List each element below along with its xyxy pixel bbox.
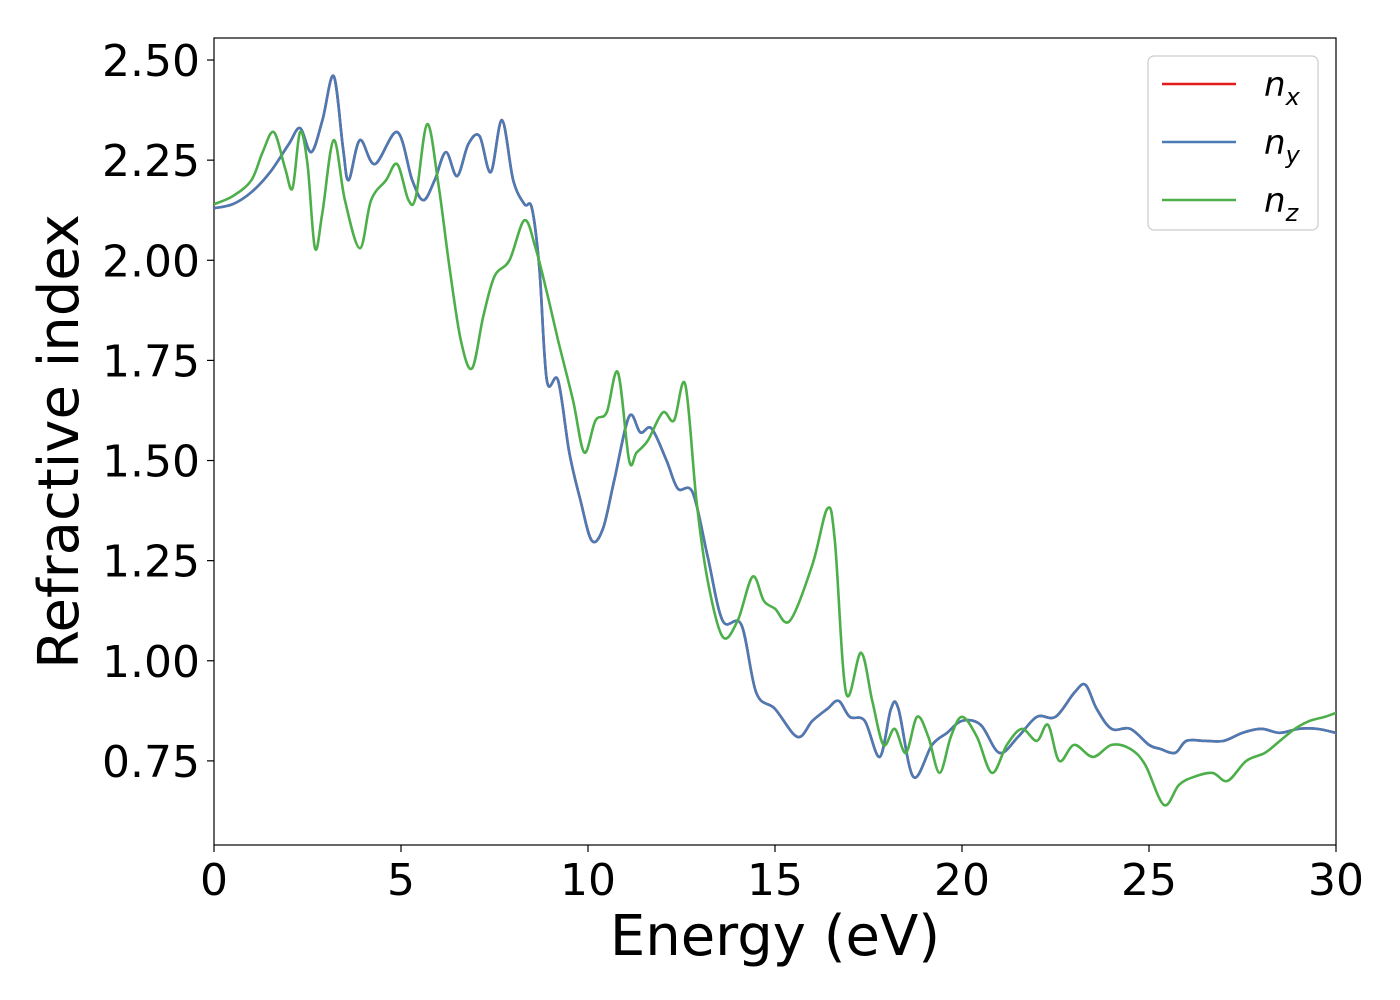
x-tick-label: 30	[1308, 855, 1364, 906]
legend-label-z: nz	[1264, 181, 1300, 227]
plot-area: 0 5 10 15 20 25 30 0.75 1.00 1.25 1.50 1.75 2.00 2.2…	[102, 36, 1364, 906]
x-axis-label: Energy (eV)	[610, 904, 940, 969]
y-axis-label: Refractive index	[27, 214, 92, 669]
y-tick-label: 2.50	[102, 36, 200, 87]
y-tick-label: 1.50	[102, 437, 200, 488]
y-tick-label: 1.25	[102, 537, 200, 588]
x-axis-ticks: 0 5 10 15 20 25 30	[200, 845, 1364, 906]
x-tick-label: 20	[934, 855, 990, 906]
y-tick-label: 0.75	[102, 737, 200, 788]
y-tick-label: 2.00	[102, 236, 200, 287]
y-tick-label: 1.00	[102, 637, 200, 688]
x-tick-label: 15	[747, 855, 803, 906]
y-tick-label: 1.75	[102, 336, 200, 387]
legend-label-x: nx	[1264, 65, 1301, 111]
x-tick-label: 25	[1121, 855, 1177, 906]
legend: nx ny nz	[1147, 55, 1319, 231]
x-tick-label: 0	[200, 855, 228, 906]
y-axis-ticks: 0.75 1.00 1.25 1.50 1.75 2.00 2.25 2.50	[102, 36, 214, 788]
x-tick-label: 10	[560, 855, 616, 906]
x-tick-label: 5	[387, 855, 415, 906]
y-tick-label: 2.25	[102, 136, 200, 187]
series-layer	[214, 74, 1336, 807]
series-line-z	[214, 122, 1336, 807]
legend-label-y: ny	[1264, 123, 1301, 169]
